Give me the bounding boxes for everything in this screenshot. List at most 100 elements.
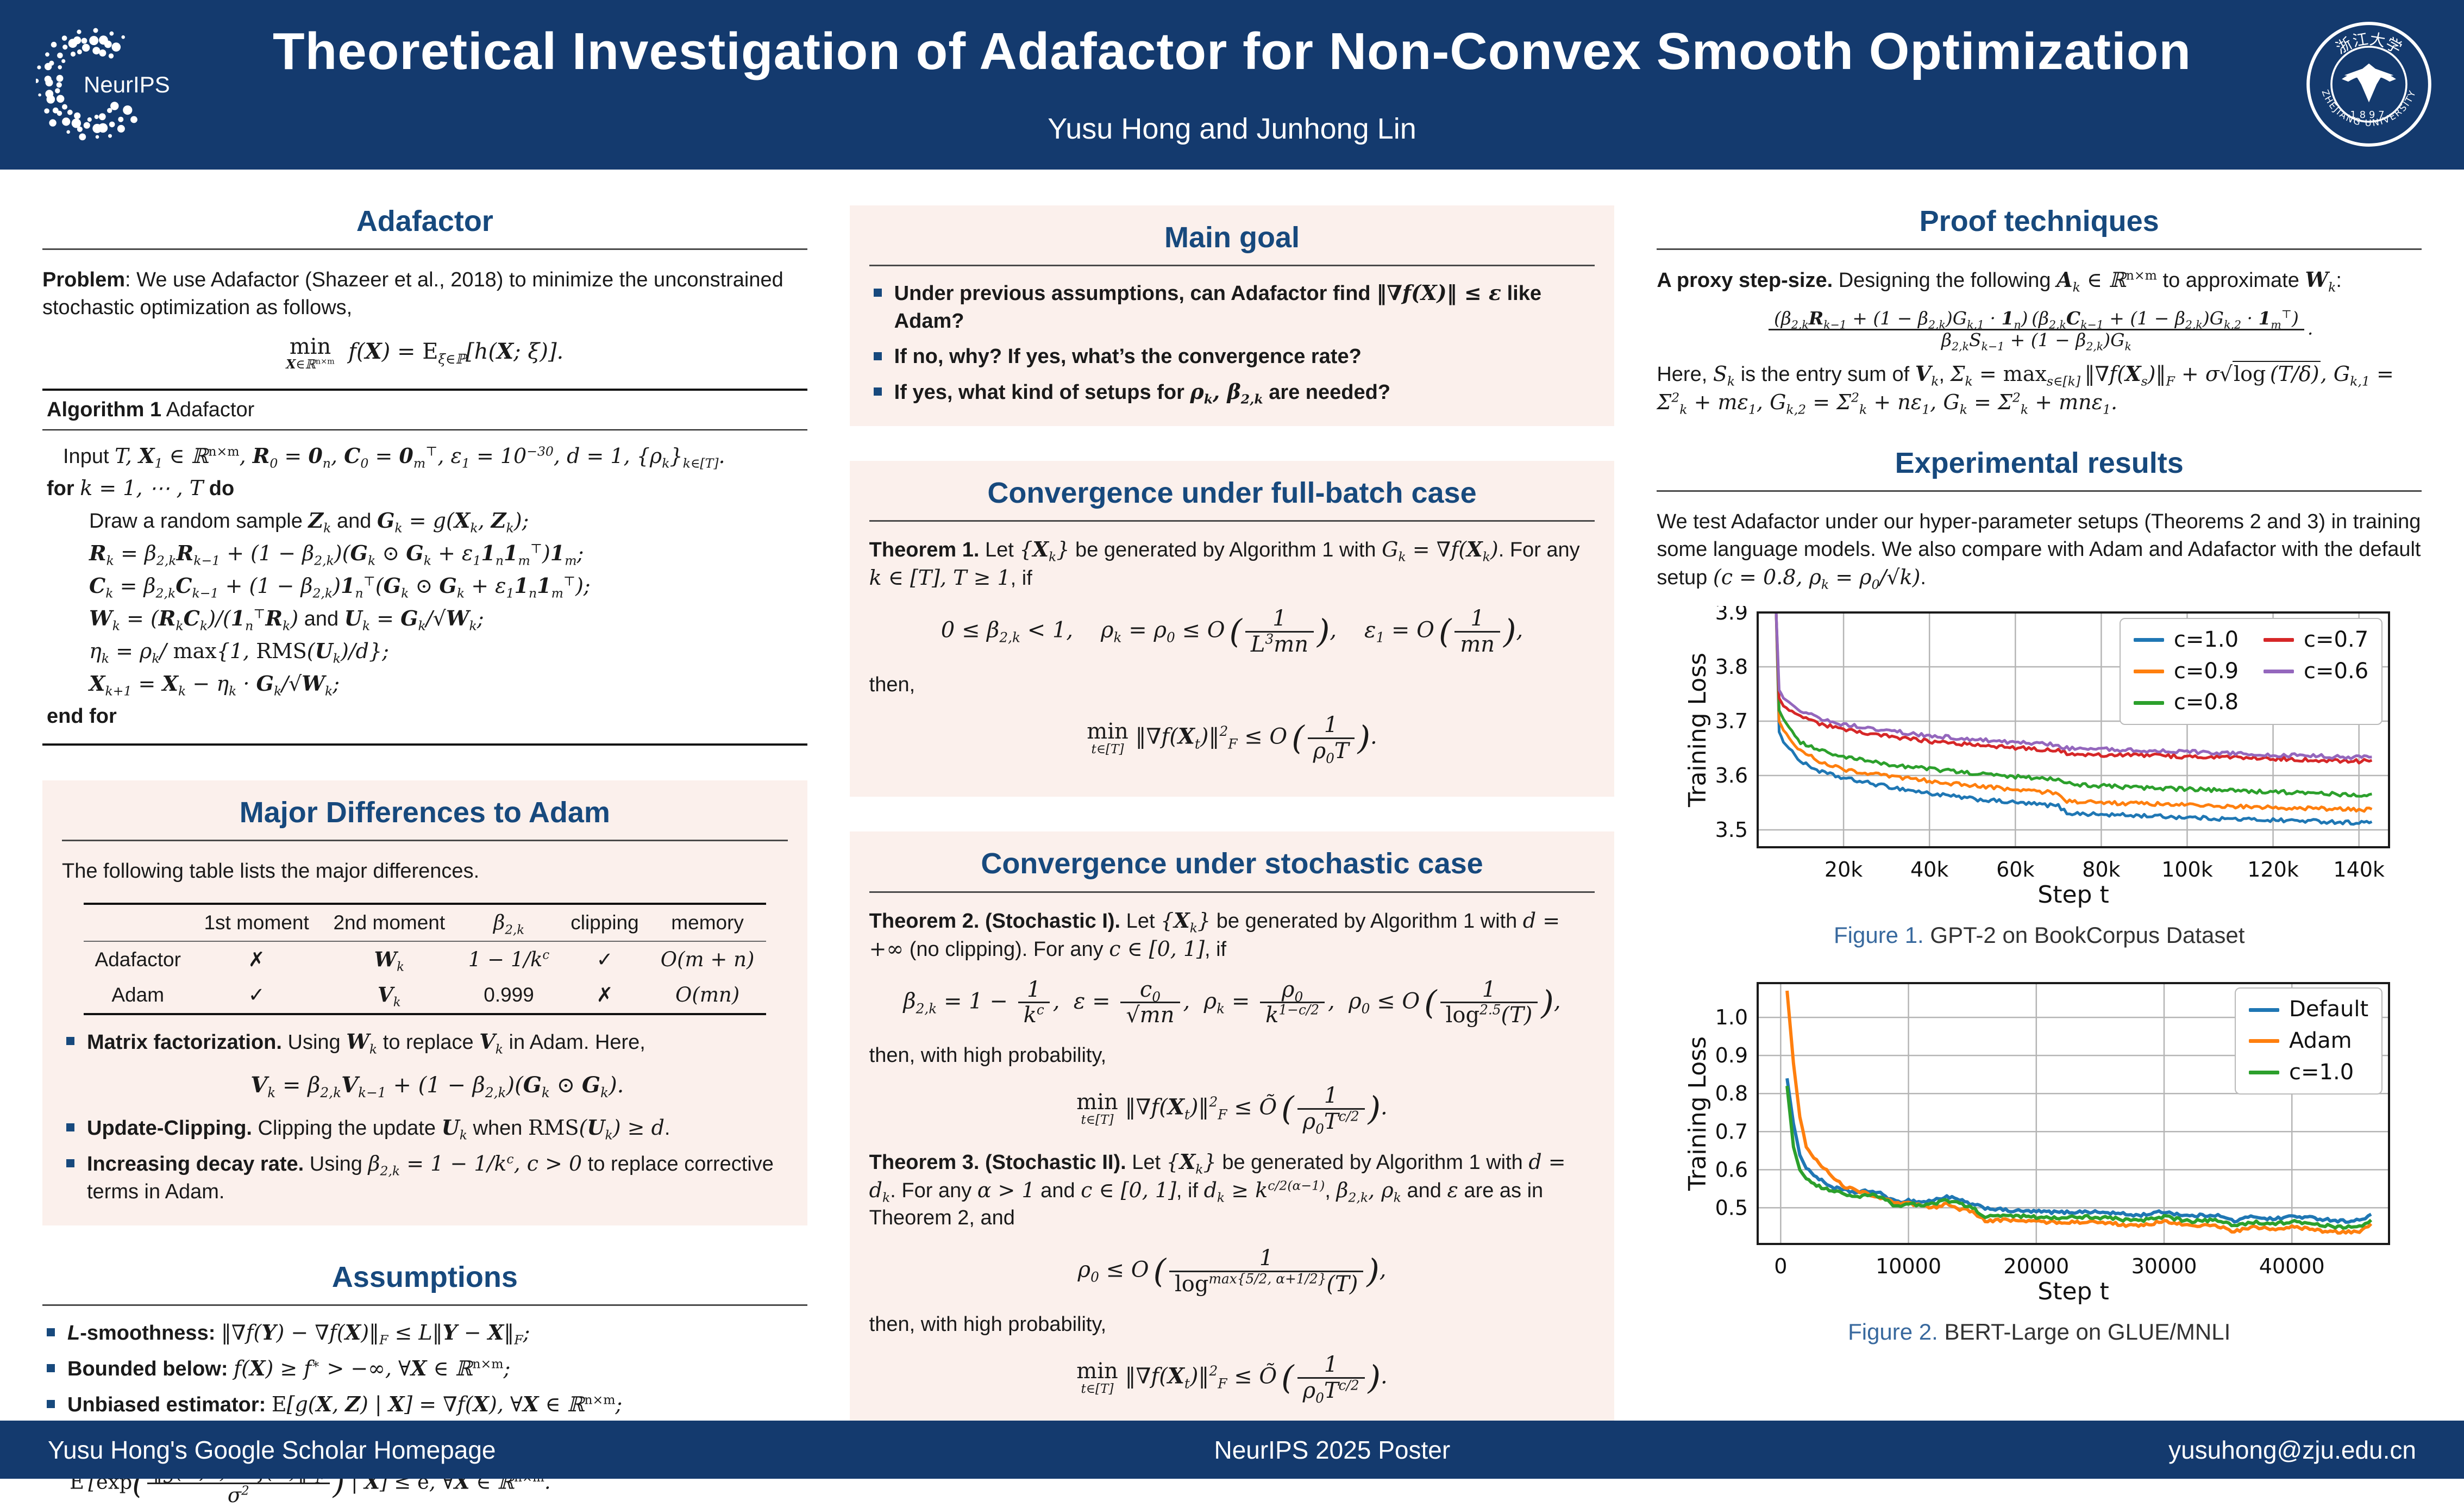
svg-text:Training Loss: Training Loss: [1684, 1036, 1711, 1191]
algorithm-box: Algorithm 1 Adafactor Input T, X1 ∈ ℝn×m…: [42, 388, 807, 746]
legend-entry: Default: [2249, 995, 2368, 1024]
table-header-cell: 1st moment: [204, 911, 309, 934]
table-cell: O(mn): [675, 983, 740, 1007]
svg-text:3.9: 3.9: [1715, 606, 1748, 624]
legend-label: Adam: [2289, 1028, 2352, 1053]
differences-bullet: Increasing decay rate. Using β2,k = 1 − …: [62, 1150, 788, 1206]
svg-text:Step t: Step t: [2037, 881, 2109, 909]
section-title-proof: Proof techniques: [1919, 205, 2159, 237]
legend-line-swatch: [2133, 638, 2164, 642]
section-title-main-goal: Main goal: [1164, 221, 1300, 254]
bullet-square-icon: [66, 1123, 74, 1131]
svg-text:3.8: 3.8: [1715, 655, 1748, 679]
bullet-square-icon: [873, 387, 882, 396]
legend-entry: c=1.0: [2249, 1058, 2368, 1087]
assumptions-list: L-smoothness: ‖∇f(Y) − ∇f(X)‖F ≤ L‖Y − X…: [42, 1319, 807, 1507]
legend-line-swatch: [2249, 1008, 2280, 1012]
seal-year: 1897: [2350, 109, 2387, 121]
algorithm-line: for k = 1, ⋯ , T do: [47, 476, 235, 501]
main-goal-bullet: If no, why? If yes, what’s the convergen…: [869, 343, 1595, 371]
differences-intro: The following table lists the major diff…: [62, 860, 480, 883]
bullet-body: If yes, what kind of setups for ρk, β2,k…: [894, 379, 1391, 407]
poster-title: Theoretical Investigation of Adafactor f…: [273, 22, 2191, 80]
bullet-square-icon: [66, 1037, 74, 1046]
svg-text:10000: 10000: [1876, 1254, 1941, 1278]
table-header-cell: β2,k: [493, 911, 525, 937]
section-rule: [869, 265, 1595, 267]
poster-body: Adafactor Problem: We use Adafactor (Sha…: [0, 170, 2464, 1507]
theorem-1-statement: Theorem 1. Let {Xk} be generated by Algo…: [869, 537, 1580, 590]
bullet-body: If no, why? If yes, what’s the convergen…: [894, 345, 1362, 368]
bullet-body: Using β2,k = 1 − 1/kc, c > 0 to replace …: [87, 1151, 774, 1204]
differences-bullet: Matrix factorization. Using Wk to replac…: [62, 1028, 788, 1100]
figure2-caption: Figure 2. BERT-Large on GLUE/MNLI: [1657, 1317, 2422, 1347]
svg-text:NeurIPS: NeurIPS: [84, 72, 170, 97]
scholar-homepage-link[interactable]: Yusu Hong's Google Scholar Homepage: [48, 1435, 496, 1464]
main-goal-box: Main goal Under previous assumptions, ca…: [849, 205, 1615, 427]
section-rule: [42, 1304, 807, 1306]
legend-label: c=0.9: [2173, 658, 2239, 684]
theorem-1-conditions: 0 ≤ β2,k < 1, ρk = ρ0 ≤ O (1 L3mn), ε1 = …: [941, 606, 1523, 658]
theorem-2-statement: Theorem 2. (Stochastic I). Let {Xk} be g…: [869, 908, 1560, 961]
assumption-item: L-smoothness: ‖∇f(Y) − ∇f(X)‖F ≤ L‖Y − X…: [42, 1319, 807, 1347]
experiments-paragraph: We test Adafactor under our hyper-parame…: [1657, 510, 2421, 592]
figure2-caption-label: Figure 2.: [1848, 1319, 1938, 1345]
differences-bullet: Update-Clipping. Clipping the update Uk …: [62, 1114, 788, 1142]
algorithm-line: ηk = ρk/ max{1, RMS(Uk)/d};: [89, 639, 389, 666]
chart-legend: c=1.0 c=0.9 c=0.8 c=0.7 c=0.6: [2119, 618, 2383, 725]
bullet-body: Clipping the update Uk when RMS(Uk) ≥ d.: [252, 1115, 670, 1143]
chart-legend: Default Adam c=1.0: [2235, 987, 2383, 1095]
proof-lead: A proxy step-size. Designing the followi…: [1657, 267, 2342, 295]
zju-university-seal-icon: 浙江大学 1897 ZHEJIANG UNIVERSITY: [2306, 22, 2431, 147]
theorem-3-result: min t∈[T] ‖∇f(Xt)‖2F ≤ Õ (1 ρ0Tc/2).: [1076, 1352, 1388, 1406]
table-cell: Adafactor: [95, 948, 181, 971]
section-title-stochastic: Convergence under stochastic case: [981, 847, 1483, 880]
legend-line-swatch: [2249, 1039, 2280, 1043]
assumption-item: Unbiased estimator: E[g(X, Z) | X] = ∇f(…: [42, 1391, 807, 1419]
middle-column: Main goal Under previous assumptions, ca…: [849, 170, 1615, 1437]
seal-top-text: 浙江大学: [2333, 29, 2405, 57]
section-rule: [62, 840, 788, 842]
email-link[interactable]: yusuhong@zju.edu.cn: [2168, 1435, 2416, 1464]
legend-line-swatch: [2133, 670, 2164, 674]
algorithm-line: Xk+1 = Xk − ηk · Gk/√Wk;: [89, 671, 340, 699]
table-cell: 0.999: [484, 984, 534, 1006]
legend-label: c=0.6: [2304, 658, 2369, 684]
legend-line-swatch: [2264, 638, 2294, 642]
table-cell: Vk: [378, 983, 401, 1010]
eagle-emblem: [2344, 63, 2394, 103]
bullet-body: Under previous assumptions, can Adafacto…: [894, 280, 1541, 333]
legend-label: c=0.8: [2173, 690, 2239, 715]
bullet-lead: Matrix factorization.: [87, 1030, 282, 1054]
bullet-lead: Update-Clipping.: [87, 1117, 252, 1140]
svg-text:3.7: 3.7: [1715, 709, 1748, 733]
bullet-square-icon: [47, 1399, 55, 1408]
table-cell: Wk: [374, 947, 405, 974]
section-title-adafactor: Adafactor: [356, 205, 493, 237]
svg-text:0: 0: [1774, 1254, 1787, 1278]
table-cell: ✗: [248, 948, 265, 971]
svg-text:3.5: 3.5: [1715, 818, 1748, 842]
proxy-stepsize-formula: (β2,kRk−1 + (1 − β2,k)Gk,1 · 1n) (β2,kCk…: [1657, 308, 2422, 352]
svg-text:60k: 60k: [1996, 858, 2034, 881]
table-row: Adam ✓ Vk 0.999 ✗ O(mn): [84, 977, 766, 1014]
footer-center-text: NeurIPS 2025 Poster: [1214, 1435, 1451, 1464]
legend-label: c=1.0: [2289, 1059, 2354, 1085]
bullet-lead: Increasing decay rate.: [87, 1153, 304, 1176]
bullet-square-icon: [66, 1159, 74, 1167]
theorem-2-result: min t∈[T] ‖∇f(Xt)‖2F ≤ Õ (1 ρ0Tc/2).: [1076, 1083, 1388, 1137]
theorem-3-statement: Theorem 3. (Stochastic II). Let {Xk} be …: [869, 1149, 1566, 1230]
algorithm-caption: Algorithm 1 Adafactor: [42, 391, 807, 430]
table-cell: ✓: [596, 948, 613, 971]
section-title-differences: Major Differences to Adam: [239, 796, 610, 829]
svg-text:20k: 20k: [1825, 858, 1863, 881]
svg-text:20000: 20000: [2004, 1254, 2070, 1278]
table-row: Adafactor ✗ Wk 1 − 1/kc ✓ O(m + n): [84, 941, 766, 978]
differences-bullet-list: Matrix factorization. Using Wk to replac…: [62, 1028, 788, 1206]
legend-line-swatch: [2249, 1070, 2280, 1074]
stochastic-box: Convergence under stochastic case Theore…: [849, 831, 1615, 1437]
section-rule: [869, 891, 1595, 893]
poster-header: NeurIPS Theoretical Investigation of Ada…: [0, 0, 2464, 170]
legend-entry: c=0.8: [2133, 688, 2239, 717]
svg-text:Step t: Step t: [2037, 1278, 2109, 1305]
